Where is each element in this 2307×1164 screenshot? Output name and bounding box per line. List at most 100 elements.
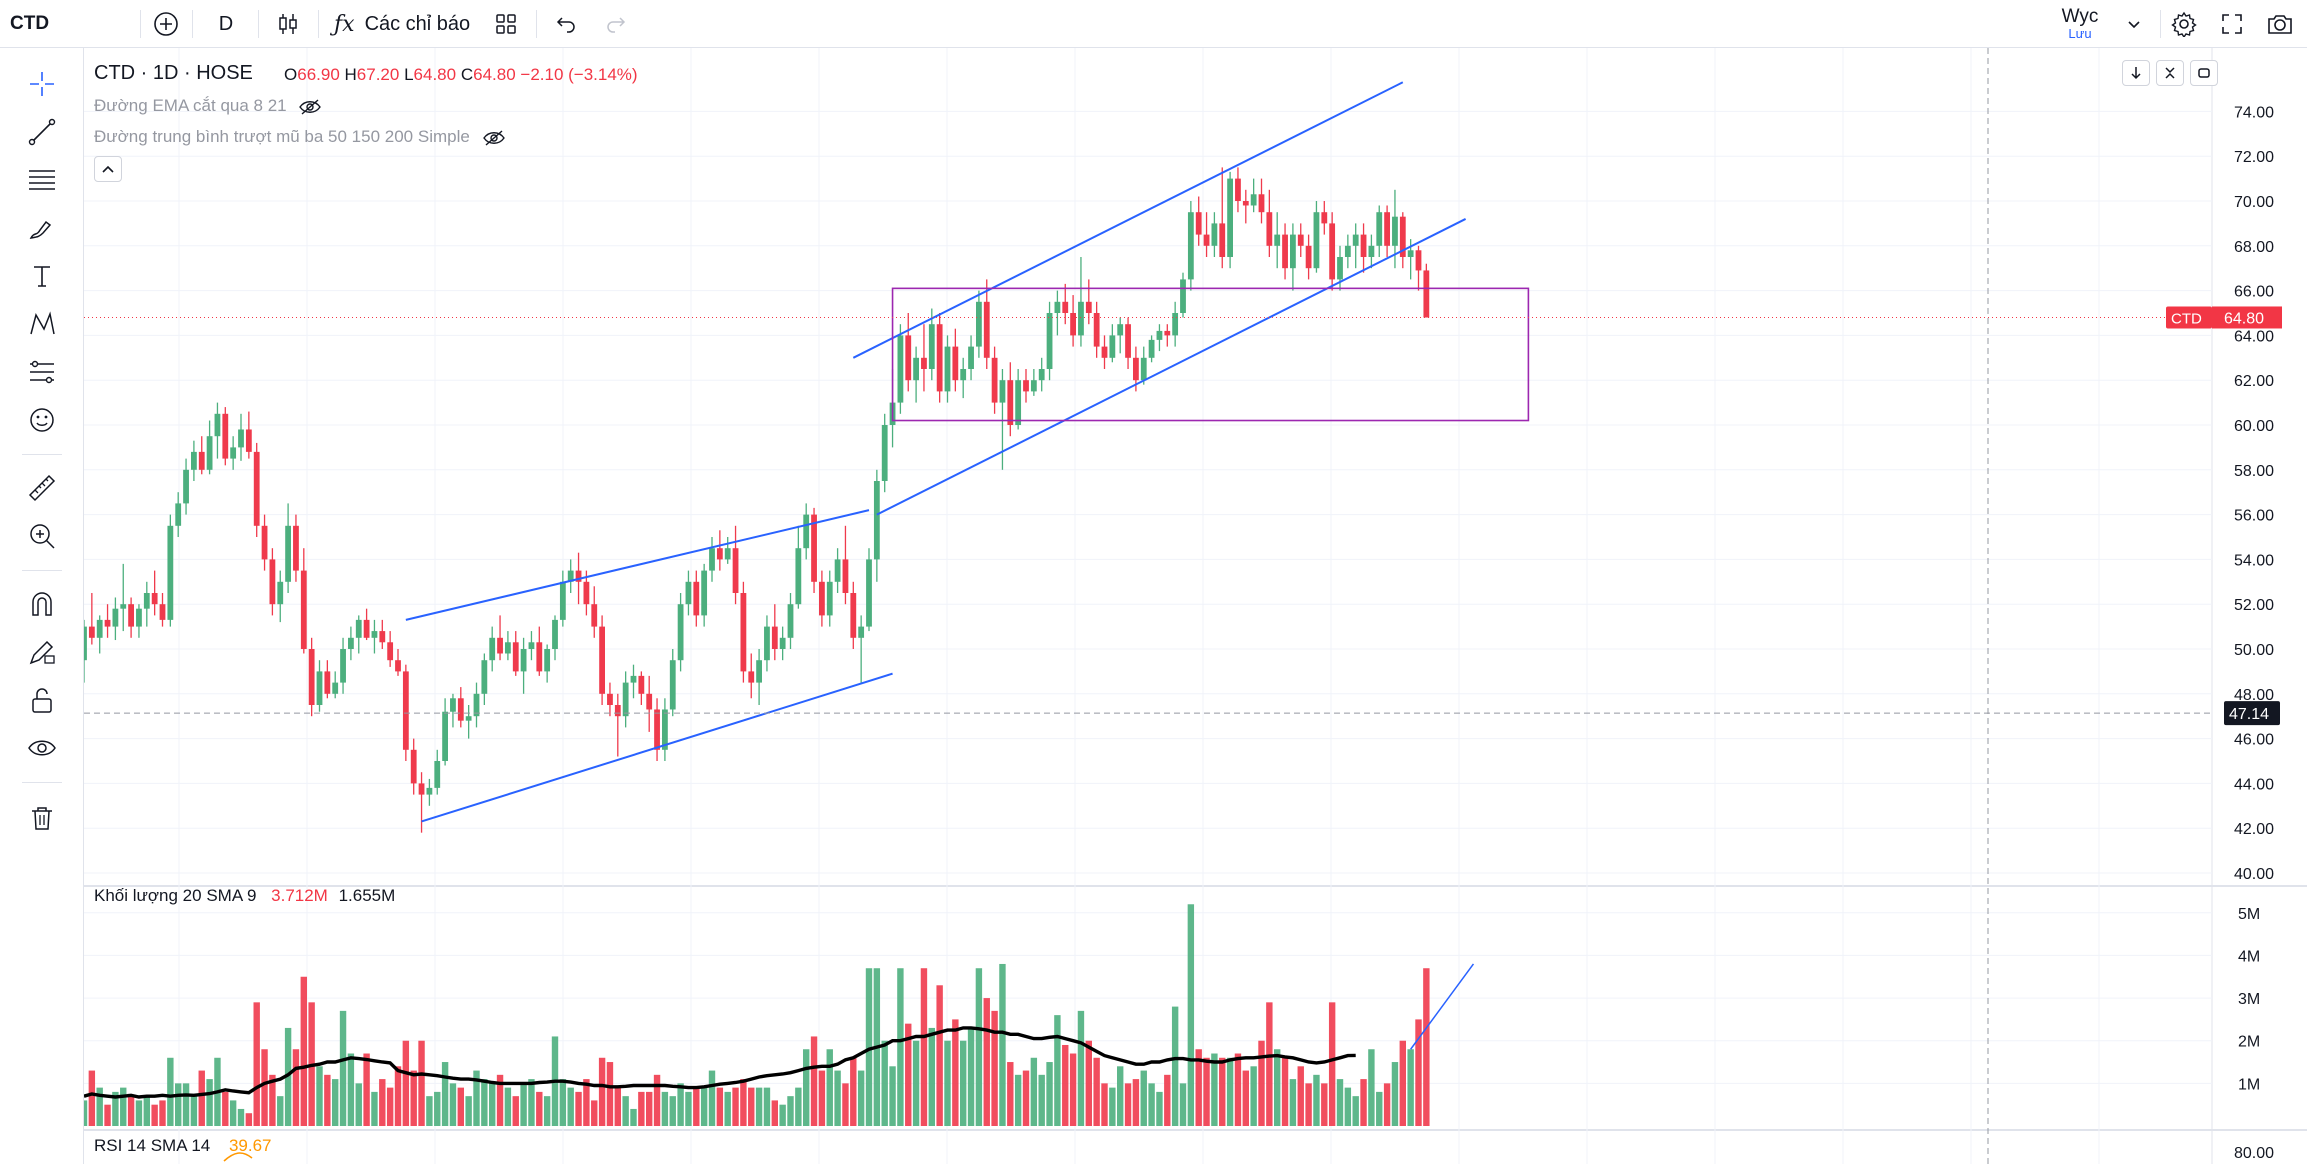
volume-bar [920,968,928,1126]
indicators-button[interactable]: ƒx Các chỉ báo [334,0,480,48]
candle-body [222,413,229,459]
volume-tick-label: 2M [2238,1034,2260,1051]
layouts-button[interactable] [488,0,524,48]
maximize-pane-button[interactable] [2190,60,2218,86]
interval-button[interactable]: D [204,0,248,48]
last-price-box [2212,306,2282,329]
volume-bar [465,1096,472,1126]
candle-body [340,649,346,683]
chart-canvas[interactable]: 74.00 72.00 70.00 68.00 66.00 64.00 62.00 60.00… [84,48,2307,1164]
candle-body [834,559,841,582]
price-tick-label: 72.00 [2234,149,2274,166]
forecast-tool-button[interactable] [20,350,64,394]
candle-body [285,525,291,582]
symbol-search-button[interactable]: CTD [10,0,80,48]
volume-value: 3.712M [271,886,328,905]
candle-body [724,548,731,560]
candle-body [1007,380,1014,425]
candle-body [567,570,574,582]
volume-tick-label: 4M [2238,948,2260,965]
settings-button[interactable] [2166,0,2202,48]
collapse-legend-button[interactable] [94,156,122,182]
layout-status: Lưu [2068,26,2092,41]
undo-button[interactable] [548,0,584,48]
volume-bar [481,1079,488,1126]
volume-bar [277,1096,284,1126]
trend-line-tool-button[interactable] [20,110,64,154]
remove-drawings-button[interactable] [20,796,64,840]
candle-body [293,525,299,571]
candle-body [1187,212,1194,280]
low-value: 64.80 [413,65,457,84]
candle-body [968,346,974,369]
candle-body [1219,223,1226,257]
layout-save-button[interactable]: Wyc Lưu [2040,0,2120,48]
collapse-pane-button[interactable] [2156,60,2184,86]
price-tick-label: 40.00 [2234,866,2274,883]
volume-bar [1211,1053,1218,1126]
layout-menu-button[interactable] [2122,0,2146,48]
volume-bar [583,1079,590,1126]
smile-icon [30,408,54,432]
candle-body [426,787,433,795]
volume-bar [1046,1062,1053,1126]
volume-bar [661,1091,669,1126]
candle-body [1078,301,1084,336]
chart-legend: CTD · 1D · HOSE [94,62,253,85]
lock-drawings-button[interactable] [20,678,64,722]
eye-hidden-icon[interactable] [299,98,322,115]
volume-bar [732,1087,739,1126]
hide-drawings-button[interactable] [20,726,64,770]
candle-body [646,693,653,710]
candle-body [614,705,621,717]
volume-bar [402,1040,410,1126]
volume-bar [229,1100,237,1126]
zoom-in-button[interactable] [20,514,64,558]
candle-body [316,671,323,705]
volume-bar [520,1083,527,1126]
candle-body [873,481,880,560]
volume-bar [850,1057,857,1126]
eye-hidden-icon[interactable] [482,129,505,146]
text-tool-button[interactable] [20,254,64,298]
stay-in-drawing-button[interactable] [20,630,64,674]
volume-bar [175,1083,182,1126]
candle-body [1140,357,1147,381]
fullscreen-button[interactable] [2214,0,2250,48]
candle-body [850,593,857,638]
candle-body [944,346,951,392]
candle-body [607,693,613,705]
magnet-button[interactable] [20,582,64,626]
fib-tool-button[interactable] [20,158,64,202]
volume-bar [1368,1049,1375,1126]
candle-body [1266,212,1273,246]
volume-bar [936,985,943,1126]
pattern-tool-button[interactable] [20,302,64,346]
indicator-triple-ema[interactable]: Đường trung bình trượt mũ ba 50 150 200 … [94,127,505,147]
brush-tool-button[interactable] [20,206,64,250]
volume-bar [449,1083,457,1126]
indicator-ema[interactable]: Đường EMA cắt qua 8 21 [94,96,322,116]
volume-bar [653,1074,661,1126]
rsi-value: 39.67 [228,1136,272,1155]
redo-button[interactable] [598,0,634,48]
move-down-button[interactable] [2122,60,2150,86]
crosshair-tool-button[interactable] [20,62,64,106]
candle-body [159,604,166,620]
candle-body [1321,212,1328,224]
snapshot-button[interactable] [2260,0,2300,48]
candle-body [1211,223,1218,246]
candle-body [143,593,150,609]
candle-body [1392,216,1398,246]
volume-bar [151,1104,158,1126]
emoji-tool-button[interactable] [20,398,64,442]
candle-body [1062,301,1069,313]
volume-bar [198,1070,205,1126]
candle-body [434,761,441,788]
measure-tool-button[interactable] [20,466,64,510]
volume-bar [1289,1079,1297,1126]
volume-bar [261,1049,268,1126]
rsi-tick-label: 80.00 [2234,1145,2274,1162]
compare-symbol-button[interactable] [148,0,184,48]
chart-type-button[interactable] [270,0,306,48]
